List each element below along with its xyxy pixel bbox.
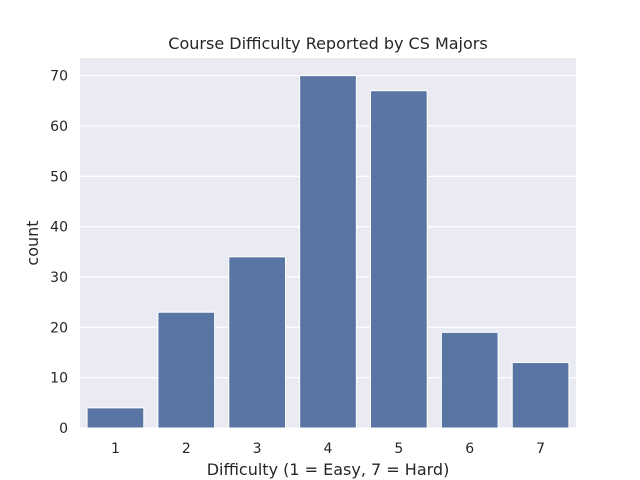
x-tick-label: 2 [182, 441, 191, 457]
x-tick-labels: 1 2 3 4 5 6 7 [111, 441, 545, 457]
y-axis-title: count [23, 220, 42, 265]
bars-layer [86, 75, 570, 429]
chart-title: Course Difficulty Reported by CS Majors [168, 34, 487, 53]
bar-5 [370, 90, 428, 429]
x-axis-title: Difficulty (1 = Easy, 7 = Hard) [207, 460, 450, 479]
x-tick-label: 6 [465, 441, 474, 457]
x-tick-label: 1 [111, 441, 120, 457]
bar-6 [440, 331, 499, 429]
y-tick-label: 20 [50, 320, 68, 336]
y-tick-labels: 0 10 20 30 40 50 60 70 [50, 69, 68, 437]
bar-2 [157, 311, 216, 429]
x-tick-label: 7 [536, 441, 545, 457]
y-tick-label: 40 [50, 220, 68, 236]
y-tick-label: 0 [59, 421, 68, 437]
y-tick-label: 70 [50, 69, 68, 85]
y-tick-label: 50 [50, 169, 68, 185]
y-tick-label: 30 [50, 270, 68, 286]
bar-7 [511, 362, 570, 429]
y-tick-label: 60 [50, 119, 68, 135]
x-tick-label: 4 [324, 441, 333, 457]
bar-1 [86, 407, 145, 429]
bar-4 [299, 75, 357, 429]
x-tick-label: 3 [253, 441, 262, 457]
x-tick-label: 5 [394, 441, 403, 457]
bar-3 [228, 256, 286, 429]
y-tick-label: 10 [50, 371, 68, 387]
